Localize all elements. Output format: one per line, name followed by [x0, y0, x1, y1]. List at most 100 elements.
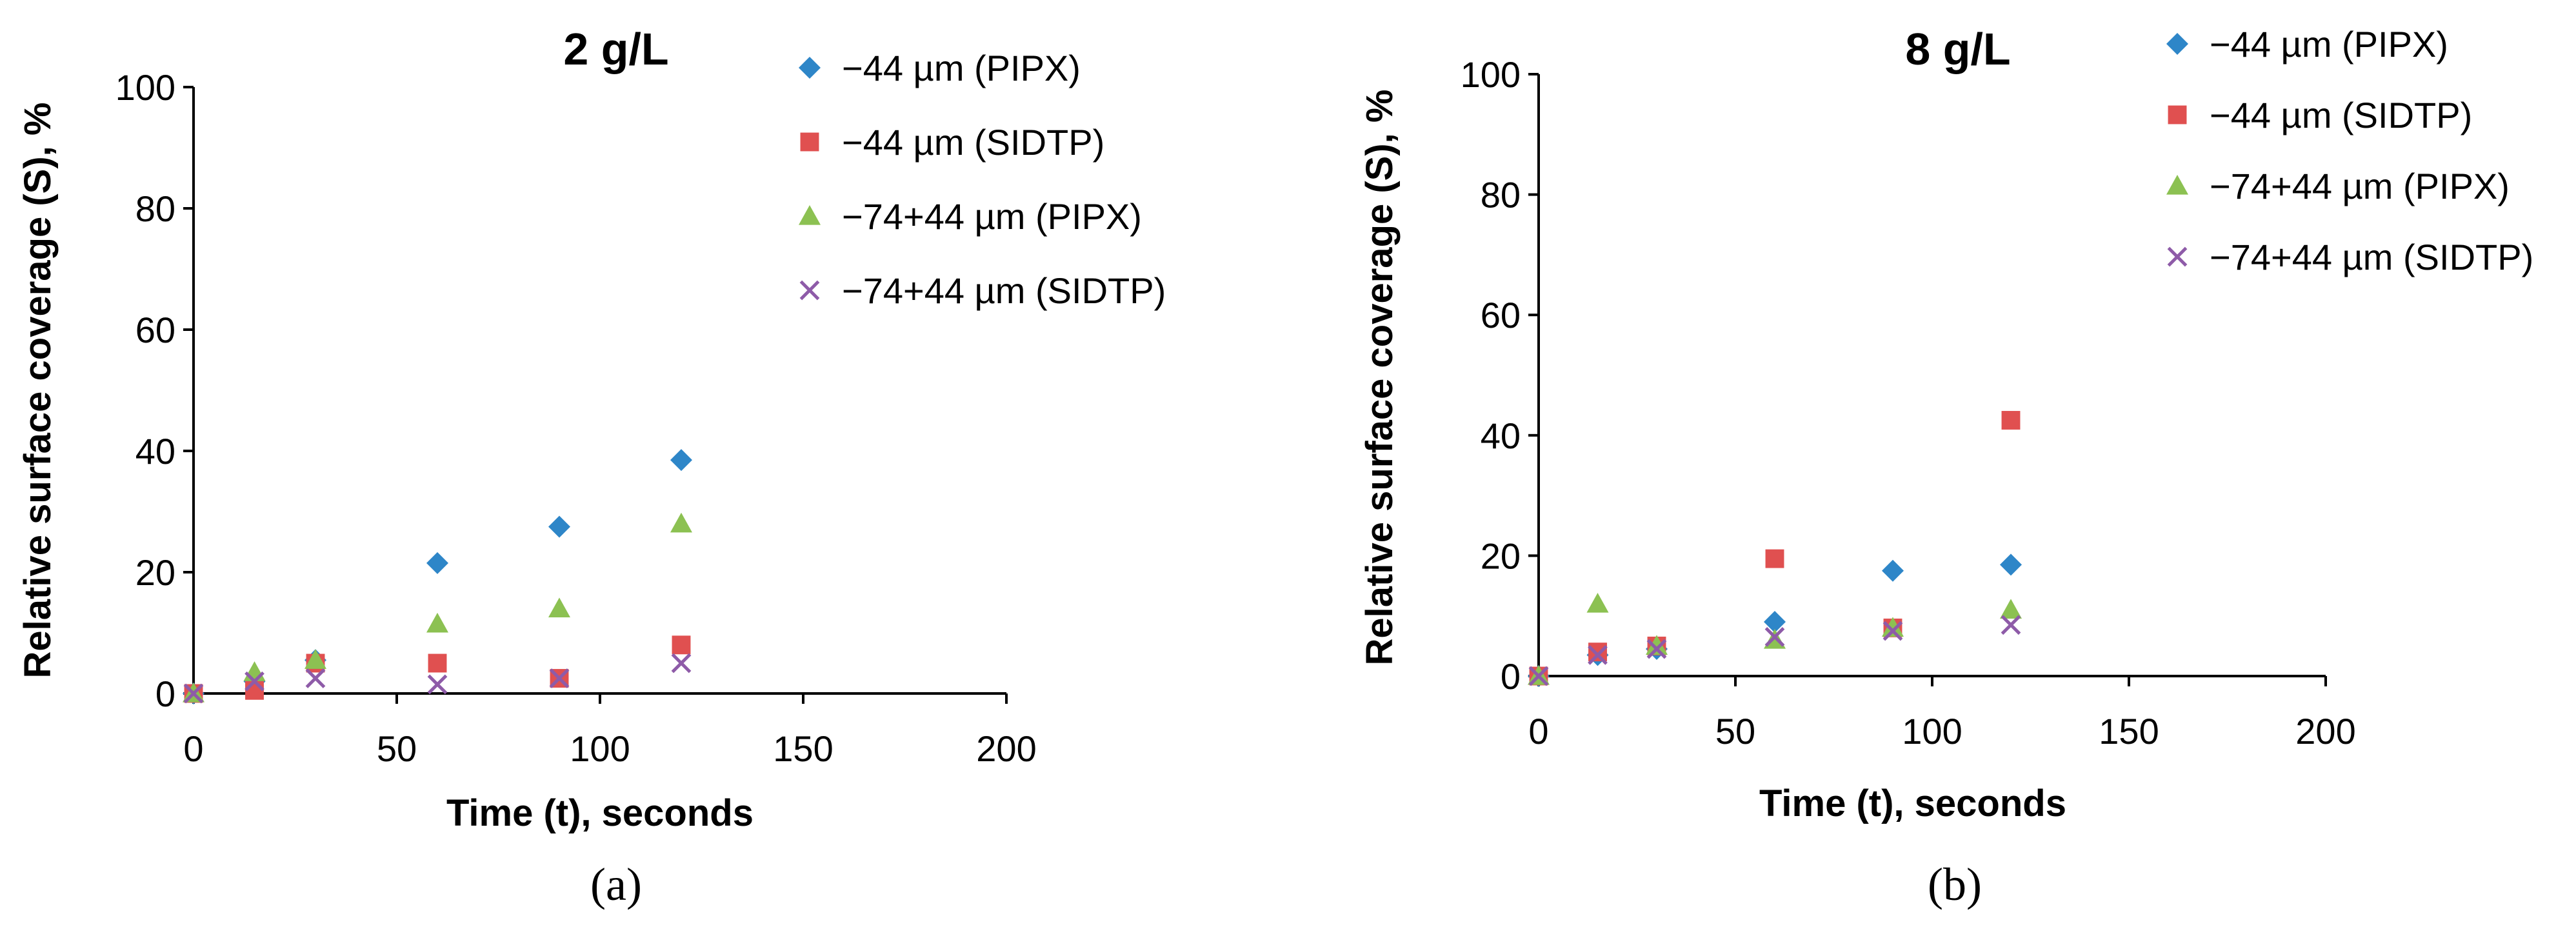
data-point — [1764, 611, 1786, 633]
legend-marker — [2166, 175, 2188, 195]
data-point — [2001, 411, 2021, 430]
data-point — [1646, 639, 1667, 659]
data-point — [1528, 666, 1549, 686]
y-tick-label: 0 — [155, 673, 175, 714]
series-x — [183, 653, 692, 704]
y-tick-label: 40 — [1481, 415, 1521, 456]
chart-panel-b: 8 g/L 0 20 40 60 80 100 Relative surface cove… — [1359, 24, 2533, 910]
legend-item: −74+44 µm (SIDTP) — [2167, 237, 2533, 277]
x-tick-label: 150 — [2099, 711, 2159, 752]
series-diamond — [1528, 553, 2022, 687]
y-tick-label: 100 — [115, 67, 175, 108]
legend-label: −44 µm (PIPX) — [2210, 24, 2448, 65]
x-tick-label: 0 — [183, 728, 203, 769]
y-tick-label: 80 — [1481, 175, 1521, 215]
data-point — [245, 681, 264, 700]
y-ticks: 0 20 40 60 80 100 — [115, 67, 194, 714]
legend-marker — [799, 57, 821, 79]
legend: −44 µm (PIPX) −44 µm (SIDTP) −74+44 µm (PI… — [2166, 24, 2533, 277]
x-ticks: 0 50 100 150 200 — [1528, 676, 2356, 752]
data-point — [1764, 626, 1785, 647]
y-tick-label: 60 — [135, 310, 175, 350]
y-tick-label: 0 — [1501, 656, 1521, 697]
y-tick-label: 100 — [1461, 54, 1521, 95]
x-tick-label: 100 — [1902, 711, 1962, 752]
data-point — [1882, 621, 1903, 641]
series-triangle — [183, 512, 692, 703]
data-point — [183, 683, 204, 704]
legend-item: −44 µm (SIDTP) — [2168, 95, 2472, 135]
data-point — [305, 649, 326, 669]
y-tick-label: 20 — [1481, 535, 1521, 576]
legend-label: −74+44 µm (SIDTP) — [2210, 237, 2533, 277]
legend-label: −74+44 µm (PIPX) — [2210, 166, 2510, 206]
data-point — [670, 512, 692, 533]
legend-marker — [800, 132, 819, 152]
data-point — [245, 671, 265, 692]
y-axis: 0 20 40 60 80 100 Relative surface coverage (… — [17, 67, 195, 714]
data-point — [2000, 599, 2022, 619]
data-point — [1882, 559, 1904, 582]
data-point — [548, 597, 570, 617]
y-tick-label: 40 — [135, 431, 175, 472]
data-point — [1586, 593, 1609, 613]
data-point — [1882, 617, 1904, 637]
legend-marker — [799, 280, 820, 301]
data-point — [670, 449, 692, 472]
legend-item: −74+44 µm (PIPX) — [2166, 166, 2510, 206]
y-axis: 0 20 40 60 80 100 Relative surface coverage (… — [1359, 54, 1540, 697]
data-point — [426, 612, 448, 633]
legend-marker — [2167, 246, 2188, 267]
x-axis: 0 50 100 150 200 Time (t), seconds — [1528, 675, 2356, 824]
y-tick-label: 60 — [1481, 295, 1521, 335]
legend: −44 µm (PIPX) −44 µm (SIDTP) −74+44 µm (PI… — [799, 48, 1166, 311]
data-point — [549, 668, 570, 688]
x-tick-label: 50 — [1715, 711, 1755, 752]
x-axis-title: Time (t), seconds — [1759, 782, 2066, 824]
data-point — [428, 653, 447, 673]
legend-item: −44 µm (PIPX) — [2166, 24, 2448, 65]
data-point — [305, 668, 326, 688]
series-x — [1528, 615, 2021, 686]
data-point — [672, 635, 691, 655]
chart-title: 2 g/L — [563, 24, 668, 74]
legend-label: −44 µm (SIDTP) — [842, 122, 1104, 163]
chart-title: 8 g/L — [1905, 24, 2010, 74]
y-tick-label: 80 — [135, 188, 175, 229]
data-point — [2000, 553, 2022, 576]
legend-marker — [799, 205, 821, 225]
legend-marker — [2168, 105, 2187, 125]
legend-label: −74+44 µm (PIPX) — [842, 196, 1142, 237]
data-point — [1646, 635, 1668, 655]
legend-marker — [2166, 33, 2188, 55]
x-axis-title: Time (t), seconds — [446, 792, 754, 834]
legend-item: −74+44 µm (SIDTP) — [799, 270, 1166, 311]
data-points — [183, 449, 692, 704]
y-axis-title: Relative surface coverage (S), % — [1359, 90, 1401, 666]
legend-label: −44 µm (SIDTP) — [2210, 95, 2472, 135]
data-point — [1588, 643, 1607, 662]
panel-label: (b) — [1928, 859, 1982, 910]
data-point — [426, 552, 448, 574]
chart-panel-a: 2 g/L 0 20 40 60 80 100 Relative surface cove… — [17, 24, 1166, 910]
data-point — [1588, 644, 1608, 665]
x-tick-label: 50 — [377, 728, 417, 769]
legend-item: −44 µm (SIDTP) — [800, 122, 1104, 163]
data-point — [2001, 615, 2021, 635]
x-tick-label: 150 — [773, 728, 833, 769]
x-tick-label: 100 — [570, 728, 630, 769]
y-ticks: 0 20 40 60 80 100 — [1461, 54, 1539, 697]
data-points — [1528, 411, 2022, 687]
data-point — [671, 653, 692, 673]
data-point — [548, 515, 570, 538]
data-point — [243, 661, 266, 681]
x-ticks: 0 50 100 150 200 — [183, 693, 1037, 769]
legend-label: −74+44 µm (SIDTP) — [842, 270, 1166, 311]
y-axis-title: Relative surface coverage (S), % — [17, 103, 59, 679]
x-axis: 0 50 100 150 200 Time (t), seconds — [183, 692, 1037, 834]
y-tick-label: 20 — [135, 552, 175, 593]
legend-item: −44 µm (PIPX) — [799, 48, 1081, 88]
data-point — [427, 674, 448, 695]
panel-label: (a) — [590, 859, 642, 910]
